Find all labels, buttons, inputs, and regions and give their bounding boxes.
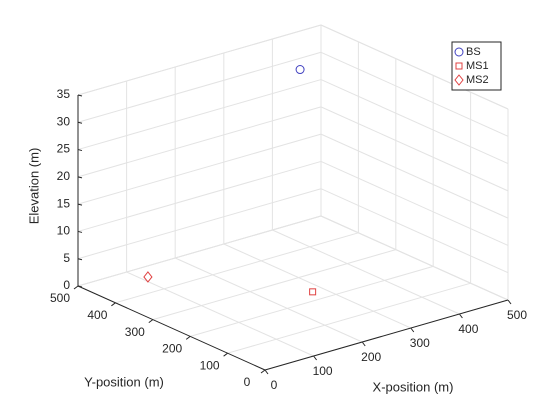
legend-label: MS1 <box>466 60 489 72</box>
x-tick-label: 200 <box>361 350 381 364</box>
y-tick-label: 500 <box>50 291 70 305</box>
grid-line <box>223 243 412 329</box>
z-tick-label: 30 <box>57 114 71 128</box>
grid-line <box>77 24 322 96</box>
legend-marker <box>454 47 464 57</box>
tick-mark <box>185 335 191 340</box>
x-axis-label: X-position (m) <box>373 379 454 394</box>
legend-marker <box>454 74 464 86</box>
tick-mark <box>77 203 83 206</box>
marker <box>143 271 153 283</box>
tick-mark <box>313 355 318 361</box>
grid-line <box>77 215 322 287</box>
tick-mark <box>260 369 266 374</box>
y-tick-label: 300 <box>125 325 145 339</box>
x-tick-label: 100 <box>313 364 333 378</box>
z-tick-label: 0 <box>63 278 70 292</box>
tick-mark <box>77 121 83 124</box>
grid-line <box>320 133 509 219</box>
grid-line <box>320 24 509 110</box>
grid-line <box>320 79 509 165</box>
grid-line <box>77 51 322 123</box>
tick-mark <box>77 230 83 233</box>
grid-line <box>227 282 471 354</box>
legend-label: BS <box>466 46 481 58</box>
legend-box <box>451 41 502 91</box>
y-axis <box>77 285 266 371</box>
tick-mark <box>77 94 83 97</box>
tick-mark <box>111 302 116 307</box>
tick-mark <box>223 352 228 357</box>
z-tick-label: 20 <box>57 169 71 183</box>
grid-line <box>152 249 396 321</box>
legend-marker <box>455 62 463 70</box>
grid-line <box>320 51 509 137</box>
z-tick-label: 10 <box>57 224 71 238</box>
grid-line <box>320 215 509 301</box>
z-axis-label: Elevation (m) <box>26 148 41 225</box>
z-tick-label: 35 <box>57 87 71 101</box>
tick-mark <box>458 313 463 319</box>
y-tick-label: 100 <box>200 358 220 372</box>
y-tick-label: 0 <box>244 375 251 389</box>
tick-mark <box>507 299 512 305</box>
x-tick-label: 300 <box>410 336 430 350</box>
z-tick-label: 15 <box>57 196 71 210</box>
grid-line <box>320 160 509 246</box>
tick-mark <box>410 327 415 333</box>
z-tick-label: 25 <box>57 142 71 156</box>
grid-line <box>190 265 434 337</box>
x-tick-label: 0 <box>271 378 278 392</box>
tick-mark <box>77 176 83 179</box>
grid-line <box>77 188 322 260</box>
y-axis-label: Y-position (m) <box>84 374 164 389</box>
x-tick-label: 500 <box>507 308 527 322</box>
tick-mark <box>77 258 83 261</box>
x-tick-label: 400 <box>458 322 478 336</box>
grid-line <box>77 160 322 232</box>
grid-line <box>115 232 359 304</box>
marker <box>295 65 305 75</box>
grid-line <box>77 106 322 178</box>
y-tick-label: 400 <box>87 308 107 322</box>
grid-line <box>320 188 509 274</box>
x-axis <box>264 299 509 371</box>
tick-mark <box>77 149 83 152</box>
grid-line <box>272 229 460 315</box>
tick-mark <box>73 285 79 290</box>
z-tick-label: 5 <box>63 251 70 265</box>
grid-line <box>77 133 322 205</box>
grid-line <box>126 271 314 357</box>
legend-label: MS2 <box>466 74 489 86</box>
grid-line <box>320 106 509 192</box>
grid-line <box>77 79 322 151</box>
tick-mark <box>148 319 154 324</box>
tick-mark <box>264 369 269 375</box>
legend: BS MS1 MS2 <box>451 41 502 91</box>
grid-line <box>174 257 363 343</box>
y-tick-label: 200 <box>162 342 182 356</box>
marker <box>309 288 317 296</box>
tick-mark <box>361 341 366 347</box>
